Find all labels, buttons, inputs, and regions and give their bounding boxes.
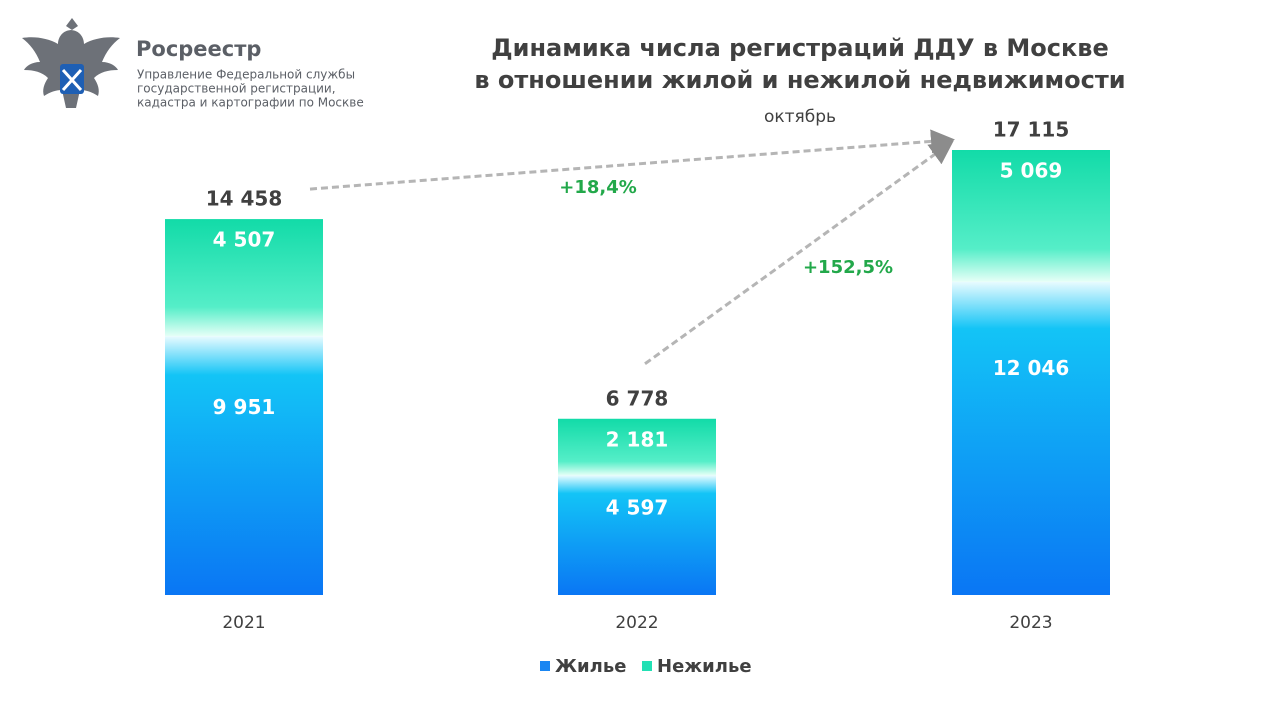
annotation: +18,4% [559, 177, 637, 198]
value-label: 9 951 [213, 395, 276, 419]
trend-arrow [309, 129, 955, 191]
bar-segment [558, 475, 716, 595]
logo [22, 18, 120, 108]
legend-swatch [642, 661, 652, 671]
org-line: государственной регистрации, [137, 82, 336, 96]
total-label: 14 458 [206, 187, 283, 211]
value-label: 12 046 [993, 356, 1070, 380]
org-line: кадастра и картографии по Москве [137, 96, 364, 110]
value-label: 2 181 [606, 427, 669, 451]
legend-swatch [540, 661, 550, 671]
total-label: 17 115 [993, 118, 1070, 142]
org-line: Управление Федеральной службы [137, 68, 355, 82]
value-label: 5 069 [1000, 159, 1063, 183]
bar-segment [952, 150, 1110, 282]
brand: Росреестр [136, 37, 261, 61]
legend-label: Нежилье [657, 656, 752, 677]
value-label: 4 507 [213, 228, 276, 252]
chart-title: в отношении жилой и нежилой недвижимости [474, 66, 1125, 94]
x-tick-label: 2022 [615, 613, 658, 633]
x-tick-label: 2023 [1009, 613, 1052, 633]
subtitle: октябрь [764, 107, 836, 127]
trend-arrow [644, 140, 954, 365]
bar-segment [165, 219, 323, 337]
bar-segment [558, 418, 716, 476]
bar-segment [952, 281, 1110, 595]
total-label: 6 778 [606, 386, 669, 410]
bar-segment [165, 336, 323, 595]
value-label: 4 597 [606, 495, 669, 519]
x-tick-label: 2021 [222, 613, 265, 633]
chart-title: Динамика числа регистраций ДДУ в Москве [491, 34, 1109, 62]
annotation: +152,5% [803, 257, 893, 278]
legend-label: Жилье [555, 656, 626, 677]
